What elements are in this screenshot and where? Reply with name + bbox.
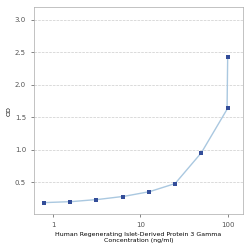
Point	[147, 190, 151, 194]
Point	[200, 151, 203, 155]
Y-axis label: OD: OD	[7, 106, 12, 116]
Point	[226, 106, 230, 110]
Point	[94, 198, 98, 202]
X-axis label: Human Regenerating Islet-Derived Protein 3 Gamma
Concentration (ng/ml): Human Regenerating Islet-Derived Protein…	[55, 232, 222, 243]
Point	[120, 194, 124, 198]
Point	[173, 182, 177, 186]
Point	[68, 200, 72, 204]
Point	[226, 56, 230, 60]
Point	[42, 201, 46, 205]
